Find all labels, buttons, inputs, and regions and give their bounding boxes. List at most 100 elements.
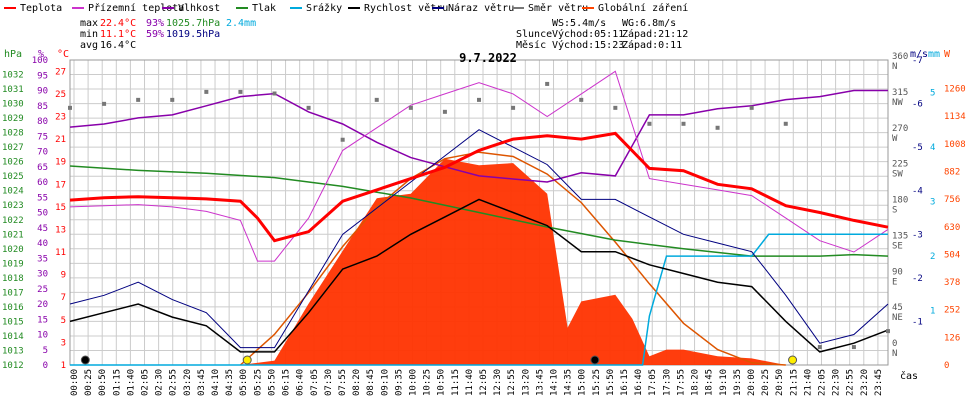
rain-line xyxy=(70,233,888,366)
chart-title-date: 9.7.2022 xyxy=(459,51,517,65)
temperature-line xyxy=(69,131,889,243)
x-tick-label: 12:30 xyxy=(493,369,503,396)
y-tick-rain: 1 xyxy=(930,307,935,317)
x-tick-label: 15:50 xyxy=(606,369,616,396)
wind-dir-point xyxy=(306,105,311,110)
y-tick-wind-dir-label: NW xyxy=(892,98,903,108)
x-tick-label: 00:00 xyxy=(70,369,80,396)
wind-dir-point xyxy=(886,329,890,334)
y-tick-wind-dir-label: N xyxy=(892,62,897,72)
x-tick-label: 10:50 xyxy=(437,369,447,396)
wind-dir-point xyxy=(817,345,822,350)
y-tick-temperature: 3 xyxy=(61,338,66,348)
x-tick-label: 13:45 xyxy=(535,369,545,396)
y-tick-humidity: 30 xyxy=(37,270,48,280)
y-tick-wind: -6 xyxy=(912,100,923,110)
y-tick-temperature: 21 xyxy=(55,135,66,145)
y-tick-humidity: 70 xyxy=(37,148,48,158)
x-tick-label: 19:10 xyxy=(719,369,729,396)
x-tick-label: 23:20 xyxy=(860,369,870,396)
stats-min-press: 1019.5hPa xyxy=(166,29,220,40)
wind-dir-point xyxy=(851,345,856,350)
x-tick-label: 20:25 xyxy=(761,369,771,396)
stats-max-label: max xyxy=(80,18,98,29)
sun-marker xyxy=(242,355,252,365)
x-tick-label: 07:05 xyxy=(310,369,320,396)
x-tick-label: 22:55 xyxy=(846,369,856,396)
legend-label: Náraz větru xyxy=(448,2,514,14)
y-tick-radiation: 504 xyxy=(944,250,960,260)
stats-min-label: min xyxy=(80,29,98,40)
x-tick-label: 16:40 xyxy=(634,369,644,396)
y-tick-radiation: 630 xyxy=(944,223,960,233)
y-tick-humidity: 100 xyxy=(32,56,48,66)
y-tick-humidity: 25 xyxy=(37,285,48,295)
stats-max-rain: 2.4mm xyxy=(226,18,256,29)
wind-dir-point xyxy=(681,121,686,126)
unit-w: W xyxy=(944,49,951,60)
x-tick-label: 21:40 xyxy=(803,369,813,396)
x-tick-label: 06:15 xyxy=(282,369,292,396)
moon-marker xyxy=(80,355,90,365)
wind-dir-point xyxy=(545,81,550,86)
ground-temp-line xyxy=(69,70,889,262)
x-tick-label: 02:55 xyxy=(169,369,179,396)
y-tick-wind-dir-label: E xyxy=(892,277,897,287)
y-tick-pressure: 1032 xyxy=(2,71,24,81)
wind-dir-point xyxy=(783,121,788,126)
stats-max-press: 1025.7hPa xyxy=(166,18,220,29)
y-tick-pressure: 1013 xyxy=(2,346,24,356)
x-tick-label: 21:15 xyxy=(789,369,799,396)
unit-hpa: hPa xyxy=(4,49,22,60)
x-tick-label: 14:10 xyxy=(550,369,560,396)
wind-dir-point xyxy=(272,91,277,96)
x-tick-label: 22:30 xyxy=(832,369,842,396)
x-tick-label: 23:45 xyxy=(874,369,884,396)
x-tick-label: 18:20 xyxy=(691,369,701,396)
y-tick-wind-dir-label: NE xyxy=(892,313,903,323)
unit-time: čas xyxy=(900,370,918,382)
y-tick-pressure: 1018 xyxy=(2,274,24,284)
y-tick-pressure: 1026 xyxy=(2,158,24,168)
x-tick-label: 17:55 xyxy=(676,369,686,396)
legend-label: Směr větru xyxy=(528,2,588,14)
y-tick-radiation: 252 xyxy=(944,306,960,316)
y-tick-humidity: 40 xyxy=(37,239,48,249)
y-tick-wind-dir: 225 xyxy=(892,160,908,170)
wind-dir-point xyxy=(477,97,481,102)
y-tick-temperature: 9 xyxy=(61,271,66,281)
y-tick-humidity: 95 xyxy=(37,71,48,81)
wind-dir-point xyxy=(613,105,618,110)
stats-avg-label: avg xyxy=(80,40,98,51)
wind-dir-point xyxy=(340,137,345,142)
legend-label: Vlhkost xyxy=(178,3,220,14)
wind-dir-point xyxy=(238,89,243,94)
y-tick-rain: 5 xyxy=(930,89,935,99)
y-tick-wind-dir: 135 xyxy=(892,231,908,241)
y-tick-pressure: 1015 xyxy=(2,317,24,327)
y-tick-temperature: 27 xyxy=(55,67,66,77)
x-tick-label: 05:00 xyxy=(239,369,249,396)
unit-pct: % xyxy=(38,49,44,60)
x-tick-label: 03:45 xyxy=(197,369,207,396)
y-tick-pressure: 1021 xyxy=(2,230,24,240)
stats-max-temp: 22.4°C xyxy=(100,18,136,29)
stats-min-hum: 59% xyxy=(146,29,164,40)
y-tick-rain: 3 xyxy=(930,198,935,208)
y-tick-temperature: 15 xyxy=(55,203,66,213)
sun-marker xyxy=(788,355,798,365)
x-tick-label: 20:50 xyxy=(775,369,785,396)
x-tick-label: 10:00 xyxy=(408,369,418,396)
y-tick-wind-dir: 0 xyxy=(892,339,897,349)
x-tick-label: 07:30 xyxy=(324,369,334,396)
x-tick-label: 12:05 xyxy=(479,369,489,396)
y-tick-humidity: 50 xyxy=(37,209,48,219)
sun-moon-block: WS:5.4m/s WG:6.8m/s Slunce Východ:05:11 … xyxy=(516,18,688,51)
y-tick-wind: -5 xyxy=(912,143,923,153)
x-tick-label: 17:30 xyxy=(662,369,672,396)
y-tick-pressure: 1030 xyxy=(2,100,24,110)
unit-mm: mm xyxy=(928,49,940,60)
radiation-area xyxy=(70,158,888,365)
y-tick-wind-dir-label: SW xyxy=(892,170,903,180)
y-tick-temperature: 11 xyxy=(55,248,66,258)
